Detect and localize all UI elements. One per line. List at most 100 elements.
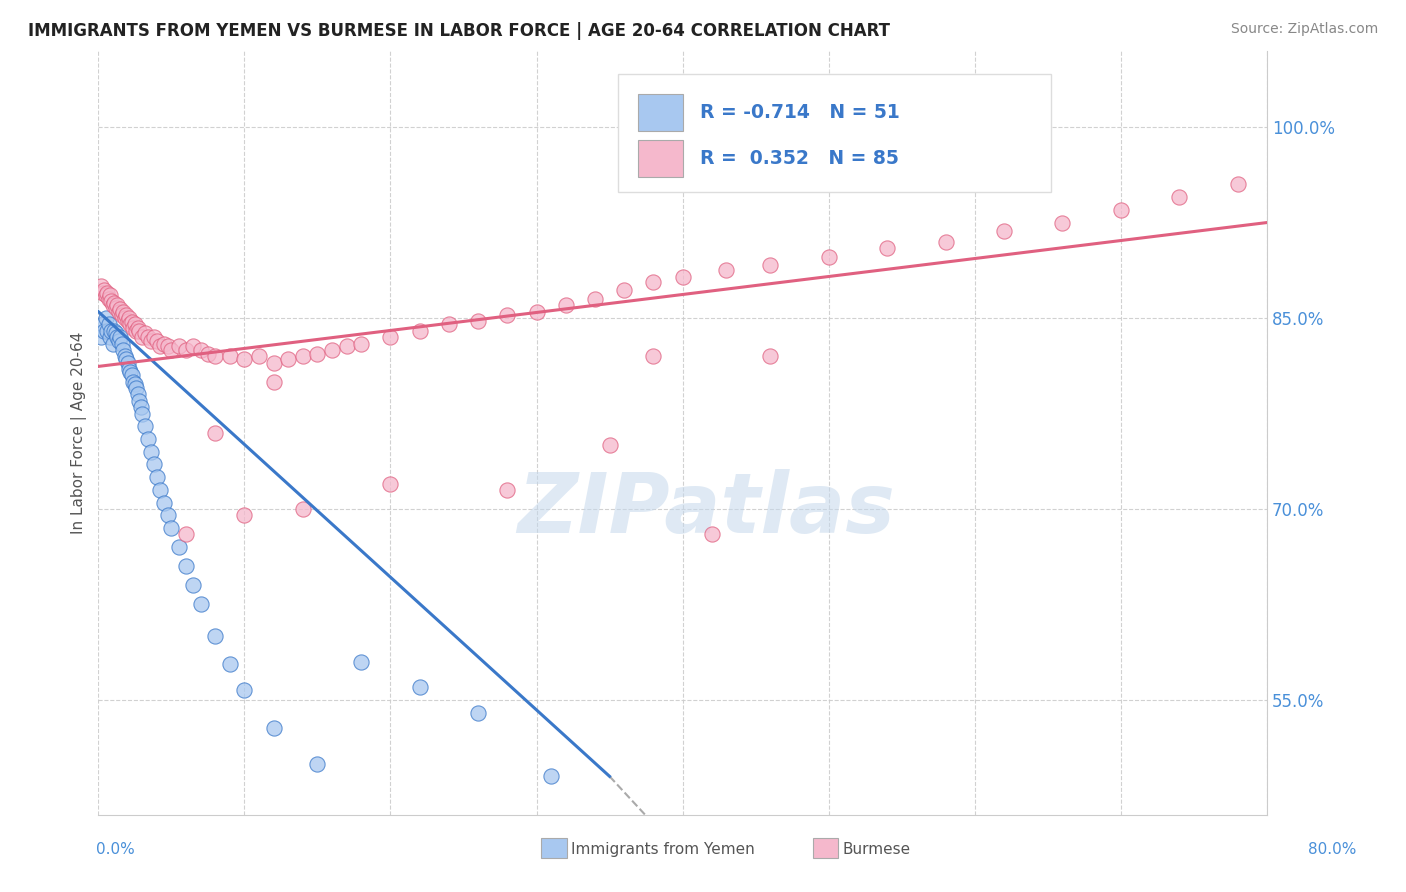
Point <box>350 655 373 669</box>
Point <box>98 330 121 344</box>
Point <box>115 351 138 366</box>
Point <box>218 349 240 363</box>
Point <box>153 336 176 351</box>
Point <box>125 381 148 395</box>
FancyBboxPatch shape <box>619 74 1050 192</box>
Point <box>1109 202 1132 217</box>
Point <box>716 262 738 277</box>
Point <box>131 330 153 344</box>
Point <box>94 311 117 326</box>
Point <box>526 304 548 318</box>
Point <box>110 330 132 344</box>
Point <box>496 483 519 497</box>
Point <box>759 258 782 272</box>
Point <box>142 330 165 344</box>
Point <box>101 298 124 312</box>
Point <box>96 324 118 338</box>
Point <box>97 318 120 332</box>
Point <box>233 351 256 366</box>
Point <box>90 279 112 293</box>
Point <box>105 330 128 344</box>
Point <box>111 309 134 323</box>
Point <box>128 324 150 338</box>
Point <box>90 330 112 344</box>
Point <box>139 334 162 348</box>
Point <box>167 339 190 353</box>
Point <box>129 400 152 414</box>
Point <box>1168 190 1191 204</box>
Point <box>263 721 285 735</box>
Point <box>103 324 125 338</box>
Point <box>96 285 118 300</box>
FancyBboxPatch shape <box>638 140 683 177</box>
Point <box>94 288 117 302</box>
Point <box>112 304 135 318</box>
Point <box>350 336 373 351</box>
Y-axis label: In Labor Force | Age 20-64: In Labor Force | Age 20-64 <box>72 332 87 533</box>
Point <box>496 309 519 323</box>
Point <box>124 318 146 332</box>
Point <box>204 349 226 363</box>
Point <box>157 508 180 523</box>
Point <box>127 321 149 335</box>
Point <box>115 309 138 323</box>
Point <box>817 250 839 264</box>
Point <box>190 598 212 612</box>
Point <box>160 343 183 357</box>
Point <box>121 368 143 383</box>
Point <box>125 324 148 338</box>
Point <box>146 470 169 484</box>
Point <box>136 330 159 344</box>
Point <box>409 680 432 694</box>
Point <box>117 313 139 327</box>
Point <box>118 311 141 326</box>
Point <box>157 339 180 353</box>
Point <box>583 292 606 306</box>
Point <box>540 769 562 783</box>
Point <box>263 355 285 369</box>
Point <box>233 508 256 523</box>
Point <box>247 349 270 363</box>
Point <box>117 355 139 369</box>
Point <box>643 349 665 363</box>
Point <box>380 476 402 491</box>
Text: 0.0%: 0.0% <box>96 842 135 856</box>
Text: ZIPatlas: ZIPatlas <box>517 468 896 549</box>
Point <box>121 315 143 329</box>
Point <box>107 334 129 348</box>
Point <box>190 343 212 357</box>
Point <box>233 682 256 697</box>
Point <box>128 393 150 408</box>
Text: Burmese: Burmese <box>842 842 910 856</box>
Point <box>307 756 329 771</box>
Point <box>467 313 489 327</box>
Point <box>277 351 299 366</box>
Point <box>1226 178 1249 192</box>
Point <box>149 339 172 353</box>
Point <box>876 241 898 255</box>
Text: R =  0.352   N = 85: R = 0.352 N = 85 <box>700 149 898 168</box>
Point <box>321 343 343 357</box>
Point <box>643 276 665 290</box>
Point <box>336 339 359 353</box>
Point <box>700 527 723 541</box>
Point <box>91 285 114 300</box>
Point <box>204 425 226 440</box>
Point <box>174 527 197 541</box>
Point <box>91 318 114 332</box>
Point <box>105 298 128 312</box>
Point <box>122 321 145 335</box>
Point <box>759 349 782 363</box>
Point <box>437 318 460 332</box>
Point <box>100 324 122 338</box>
Text: Source: ZipAtlas.com: Source: ZipAtlas.com <box>1230 22 1378 37</box>
Point <box>613 283 636 297</box>
Point <box>122 375 145 389</box>
Point <box>97 292 120 306</box>
Point <box>218 657 240 672</box>
Text: 80.0%: 80.0% <box>1309 842 1357 856</box>
Point <box>136 432 159 446</box>
Point <box>114 349 136 363</box>
Point <box>204 629 226 643</box>
Point <box>101 336 124 351</box>
